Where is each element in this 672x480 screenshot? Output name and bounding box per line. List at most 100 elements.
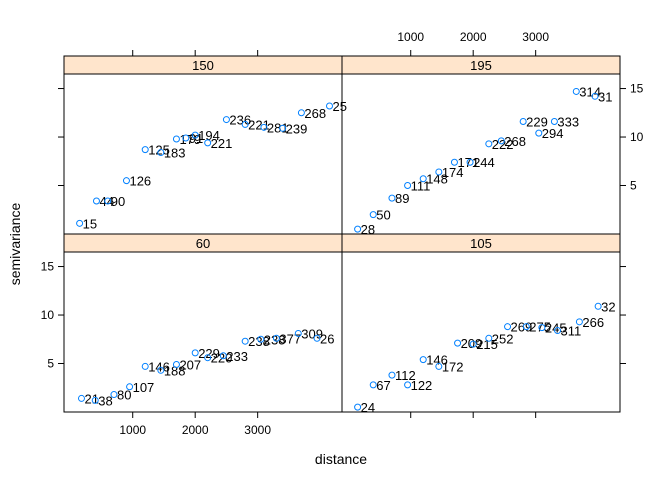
data-point <box>419 175 427 183</box>
point-label: 377 <box>279 331 301 346</box>
data-point <box>469 340 477 348</box>
y-tick-label: 5 <box>630 179 637 193</box>
data-point <box>222 116 230 124</box>
data-point <box>435 168 443 176</box>
data-point <box>204 354 212 362</box>
point-label: 268 <box>304 106 326 121</box>
point-label: 236 <box>229 113 251 128</box>
panel-strip-label: 60 <box>196 236 210 251</box>
point-label: 28 <box>361 222 375 237</box>
x-tick-label: 1000 <box>119 423 146 437</box>
data-point <box>497 137 505 145</box>
data-point <box>297 109 305 117</box>
data-point <box>326 102 334 110</box>
data-point <box>466 158 474 166</box>
point-label: 294 <box>542 126 564 141</box>
point-label: 229 <box>198 346 220 361</box>
data-point <box>388 194 396 202</box>
data-point <box>279 124 287 132</box>
point-label: 80 <box>117 388 131 403</box>
data-point <box>538 324 546 332</box>
point-label: 112 <box>395 368 416 383</box>
data-point <box>450 158 458 166</box>
x-tick-label: 1000 <box>397 30 424 44</box>
point-label: 111 <box>411 179 431 194</box>
data-point <box>204 139 212 147</box>
data-point <box>419 356 427 364</box>
point-label: 25 <box>333 99 347 114</box>
data-point <box>122 177 130 185</box>
data-point <box>313 334 321 342</box>
point-label: 188 <box>164 363 186 378</box>
point-label: 194 <box>198 128 220 143</box>
data-point <box>354 403 362 411</box>
x-tick-label: 2000 <box>182 423 209 437</box>
data-point <box>435 362 443 370</box>
panel-105: 1052467112122146172209215252269275245311… <box>341 233 626 418</box>
point-label: 268 <box>504 134 526 149</box>
y-tick-label: 10 <box>41 308 55 322</box>
point-label: 15 <box>83 216 97 231</box>
panel-strip-label: 195 <box>470 58 492 73</box>
data-point <box>575 318 583 326</box>
point-label: 266 <box>582 315 604 330</box>
data-point <box>485 334 493 342</box>
point-label: 38 <box>98 393 112 408</box>
data-point <box>272 334 280 342</box>
point-label: 146 <box>426 353 448 368</box>
data-point <box>172 360 180 368</box>
panels-layer: 1501544901261251831799119422123622128123… <box>41 30 644 437</box>
data-point <box>104 197 112 205</box>
data-point <box>241 120 249 128</box>
data-point <box>572 87 580 95</box>
y-tick-label: 5 <box>47 357 54 371</box>
point-label: 89 <box>395 191 409 206</box>
point-label: 126 <box>129 174 151 189</box>
x-tick-label: 2000 <box>460 30 487 44</box>
data-point <box>591 92 599 100</box>
y-axis-label: semivariance <box>7 203 23 286</box>
point-label: 209 <box>461 336 483 351</box>
data-point <box>485 140 493 148</box>
point-label: 21 <box>84 391 98 406</box>
point-label: 183 <box>164 146 186 161</box>
data-point <box>594 302 602 310</box>
point-label: 229 <box>526 115 548 130</box>
point-label: 179 <box>179 132 201 147</box>
point-label: 309 <box>301 326 323 341</box>
x-tick-label: 3000 <box>522 30 549 44</box>
point-label: 32 <box>601 299 615 314</box>
point-label: 215 <box>476 337 498 352</box>
data-point <box>92 197 100 205</box>
point-label: 31 <box>598 89 612 104</box>
data-point <box>550 118 558 126</box>
panel-frame <box>341 251 621 413</box>
point-label: 239 <box>286 121 308 136</box>
point-label: 24 <box>361 400 375 415</box>
point-label: 311 <box>561 324 582 339</box>
data-point <box>110 391 118 399</box>
point-label: 26 <box>320 331 334 346</box>
data-point <box>77 394 85 402</box>
x-axis-label: distance <box>315 451 367 467</box>
data-point <box>91 396 99 404</box>
point-label: 148 <box>426 172 448 187</box>
data-point <box>504 323 512 331</box>
point-label: 122 <box>411 378 433 393</box>
data-point <box>157 149 165 157</box>
point-label: 44 <box>99 194 113 209</box>
y-tick-label: 10 <box>630 130 644 144</box>
data-point <box>404 381 412 389</box>
point-label: 207 <box>179 357 201 372</box>
data-point <box>404 182 412 190</box>
data-point <box>126 383 134 391</box>
point-label: 221 <box>211 136 233 151</box>
data-point <box>369 381 377 389</box>
point-label: 222 <box>492 137 514 152</box>
data-point <box>388 371 396 379</box>
data-point <box>76 219 84 227</box>
point-label: 172 <box>442 359 464 374</box>
